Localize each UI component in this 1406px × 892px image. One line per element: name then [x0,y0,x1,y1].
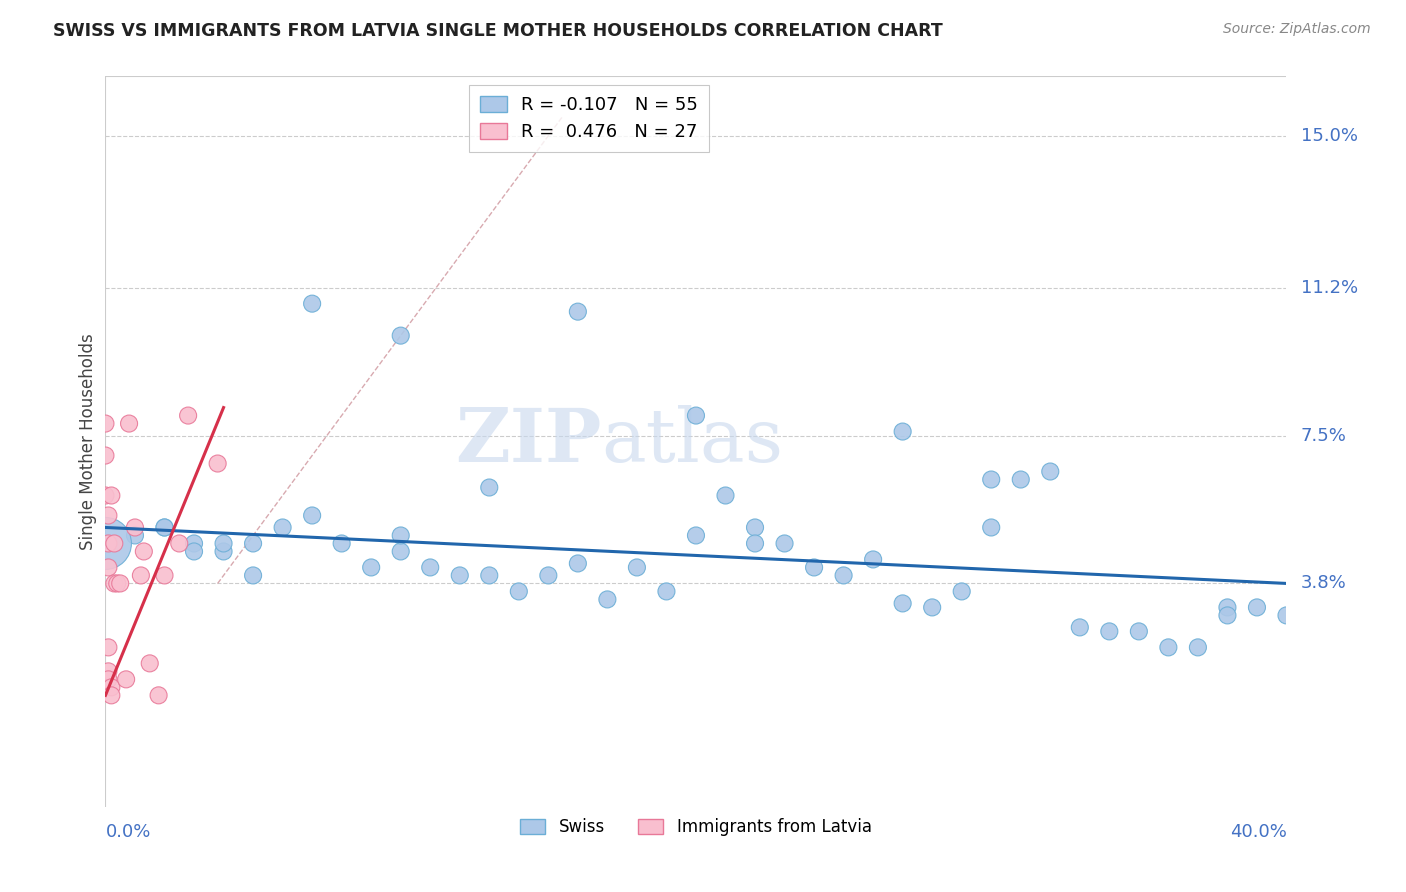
Point [242,568,264,582]
Point [891,425,914,439]
Point [478,481,501,495]
Point [94,536,117,550]
Point [129,568,152,582]
Point [1010,473,1032,487]
Text: 7.5%: 7.5% [1301,426,1347,444]
Point [655,584,678,599]
Point [803,560,825,574]
Point [773,536,796,550]
Point [1157,640,1180,655]
Point [862,552,884,566]
Text: 40.0%: 40.0% [1230,823,1286,841]
Point [153,520,176,534]
Point [110,576,132,591]
Point [419,560,441,574]
Point [177,409,200,423]
Point [153,520,176,534]
Point [100,681,122,695]
Point [832,568,855,582]
Point [1216,608,1239,623]
Point [360,560,382,574]
Point [115,673,138,687]
Point [449,568,471,582]
Point [183,544,205,558]
Text: 15.0%: 15.0% [1301,127,1358,145]
Point [103,536,125,550]
Text: ZIP: ZIP [456,405,602,478]
Point [100,689,122,703]
Point [183,536,205,550]
Point [132,544,155,558]
Point [685,409,707,423]
Point [1128,624,1150,639]
Point [950,584,973,599]
Point [100,488,122,502]
Point [212,544,235,558]
Point [537,568,560,582]
Point [97,665,120,679]
Point [97,536,120,550]
Point [1039,465,1062,479]
Point [105,576,128,591]
Point [301,508,323,523]
Text: atlas: atlas [602,405,783,478]
Point [1098,624,1121,639]
Point [103,576,125,591]
Point [1246,600,1268,615]
Point [118,417,141,431]
Point [685,528,707,542]
Point [1216,600,1239,615]
Point [124,528,146,542]
Point [148,689,170,703]
Point [94,488,117,502]
Point [1069,620,1091,634]
Point [1187,640,1209,655]
Y-axis label: Single Mother Households: Single Mother Households [79,334,97,549]
Point [389,328,412,343]
Point [97,560,120,574]
Point [508,584,530,599]
Text: 0.0%: 0.0% [105,823,150,841]
Point [596,592,619,607]
Point [980,520,1002,534]
Point [1275,608,1298,623]
Point [891,596,914,610]
Point [744,536,766,550]
Point [567,557,589,571]
Point [744,520,766,534]
Point [94,417,117,431]
Point [138,657,162,671]
Text: Source: ZipAtlas.com: Source: ZipAtlas.com [1223,22,1371,37]
Text: 3.8%: 3.8% [1301,574,1347,592]
Point [301,296,323,310]
Point [242,536,264,550]
Point [97,640,120,655]
Text: SWISS VS IMMIGRANTS FROM LATVIA SINGLE MOTHER HOUSEHOLDS CORRELATION CHART: SWISS VS IMMIGRANTS FROM LATVIA SINGLE M… [53,22,943,40]
Text: 11.2%: 11.2% [1301,278,1358,297]
Point [97,508,120,523]
Point [169,536,191,550]
Point [207,457,229,471]
Point [153,568,176,582]
Point [626,560,648,574]
Legend: Swiss, Immigrants from Latvia: Swiss, Immigrants from Latvia [513,812,879,843]
Point [389,544,412,558]
Point [271,520,294,534]
Point [94,449,117,463]
Point [124,520,146,534]
Point [97,673,120,687]
Point [330,536,353,550]
Point [980,473,1002,487]
Point [567,304,589,318]
Point [714,488,737,502]
Point [921,600,943,615]
Point [212,536,235,550]
Point [389,528,412,542]
Point [478,568,501,582]
